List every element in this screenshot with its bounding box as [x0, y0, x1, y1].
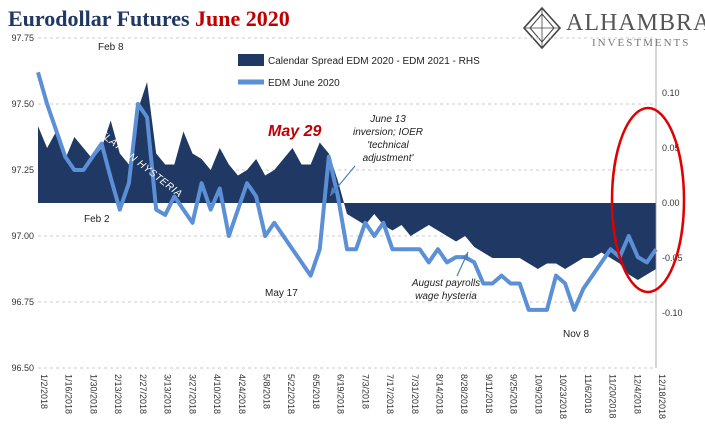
- annotation-august-line2: wage hysteria: [415, 291, 477, 302]
- x-tick-label: 3/13/2018: [163, 374, 173, 414]
- x-axis-ticks: 1/2/2018 1/16/2018 1/30/2018 2/13/2018 2/27/…: [39, 374, 667, 419]
- x-tick-label: 11/20/2018: [608, 374, 618, 418]
- spread-layer: [38, 82, 656, 280]
- x-tick-label: 6/5/2018: [311, 374, 321, 409]
- x-tick-label: 5/22/2018: [286, 374, 296, 414]
- annotation-nov8: Nov 8: [563, 329, 590, 340]
- x-tick-label: 2/27/2018: [138, 374, 148, 414]
- annotation-may17: May 17: [265, 288, 298, 299]
- x-tick-label: 8/28/2018: [459, 374, 469, 414]
- left-axis-ticks: 96.50 96.75 97.00 97.25 97.50 97.75: [11, 33, 34, 373]
- x-tick-label: 7/3/2018: [360, 374, 370, 409]
- annotation-august-line1: August payrolls: [411, 278, 480, 289]
- x-tick-label: 8/14/2018: [435, 374, 445, 414]
- left-tick-label: 97.00: [11, 231, 34, 241]
- x-tick-label: 7/31/2018: [410, 374, 420, 414]
- left-tick-label: 96.50: [11, 363, 34, 373]
- x-tick-label: 6/19/2018: [336, 374, 346, 414]
- annotation-june13-line4: adjustment': [363, 153, 415, 164]
- x-tick-label: 11/6/2018: [583, 374, 593, 413]
- annotation-june13-line1: June 13: [369, 114, 406, 125]
- x-tick-label: 1/2/2018: [39, 374, 49, 409]
- x-tick-label: 5/8/2018: [261, 374, 271, 409]
- left-tick-label: 97.25: [11, 165, 34, 175]
- left-tick-label: 97.50: [11, 99, 34, 109]
- x-tick-label: 10/23/2018: [558, 374, 568, 419]
- legend-swatch-spread: [238, 54, 264, 66]
- right-axis-ticks: -0.10 -0.05 0.00 0.05 0.10: [662, 88, 683, 318]
- right-tick-label: -0.10: [662, 308, 683, 318]
- x-tick-label: 12/4/2018: [632, 374, 642, 414]
- x-tick-label: 7/17/2018: [385, 374, 395, 414]
- diamond-logo-icon: [522, 6, 562, 50]
- right-tick-label: -0.05: [662, 253, 683, 263]
- edm-june-2020-line: [36, 71, 658, 312]
- x-tick-label: 9/11/2018: [484, 374, 494, 413]
- annotation-june13-line3: 'technical: [367, 140, 409, 151]
- x-tick-label: 10/9/2018: [533, 374, 543, 414]
- logo-brand-text: ALHAMBRA: [566, 10, 705, 36]
- x-tick-label: 12/18/2018: [657, 374, 667, 419]
- chart-title-accent: June 2020: [195, 6, 290, 31]
- x-tick-label: 2/13/2018: [113, 374, 123, 414]
- legend: Calendar Spread EDM 2020 - EDM 2021 - RH…: [238, 54, 480, 89]
- x-tick-label: 9/25/2018: [509, 374, 519, 414]
- annotation-may29: May 29: [268, 123, 321, 140]
- x-tick-label: 4/24/2018: [237, 374, 247, 414]
- annotation-feb2: Feb 2: [84, 214, 110, 225]
- left-tick-label: 97.75: [11, 33, 34, 43]
- right-tick-label: 0.05: [662, 143, 680, 153]
- annotation-feb8: Feb 8: [98, 42, 124, 53]
- legend-label-spread: Calendar Spread EDM 2020 - EDM 2021 - RH…: [268, 56, 480, 67]
- annotation-august-arrowhead: [462, 252, 468, 261]
- left-tick-label: 96.75: [11, 297, 34, 307]
- calendar-spread-area: [38, 82, 656, 280]
- highlight-circle: [610, 106, 686, 294]
- x-tick-label: 1/30/2018: [88, 374, 98, 414]
- chart-title-main: Eurodollar Futures: [8, 6, 190, 31]
- annotation-june13-line2: inversion; IOER: [353, 127, 423, 138]
- x-tick-label: 4/10/2018: [212, 374, 222, 414]
- annotation-june13-arrowhead: [330, 187, 337, 196]
- right-tick-label: 0.00: [662, 198, 680, 208]
- x-tick-label: 3/27/2018: [187, 374, 197, 414]
- chart-title: Eurodollar Futures June 2020: [8, 6, 290, 32]
- legend-label-edm: EDM June 2020: [268, 78, 340, 89]
- edm-layer: [36, 71, 658, 312]
- right-tick-label: 0.10: [662, 88, 680, 98]
- alhambra-logo: ALHAMBRA INVESTMENTS: [522, 6, 705, 56]
- x-tick-label: 1/16/2018: [64, 374, 74, 414]
- logo-sub-text: INVESTMENTS: [592, 37, 691, 49]
